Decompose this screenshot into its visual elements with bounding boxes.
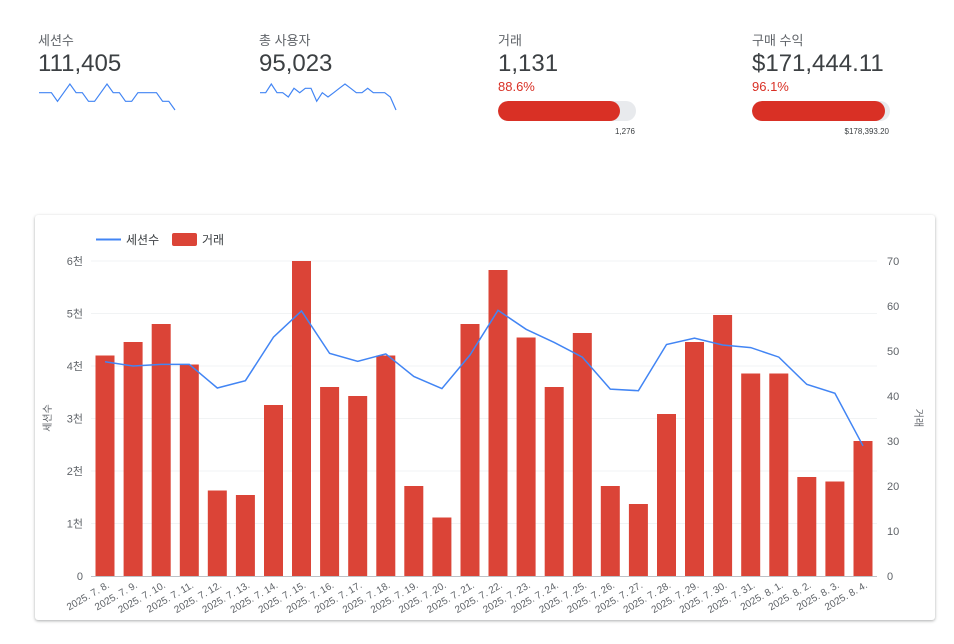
- transactions-target: 1,276: [614, 127, 635, 136]
- left-tick-label: 6천: [67, 254, 83, 268]
- transactions-bar[interactable]: [769, 373, 789, 577]
- chart-card: 세션수 거래 0 1천 2천 3천 4천 5천 6천 0 10 20 30 40 50 60 70 세션수…: [35, 215, 935, 620]
- transactions-bar[interactable]: [600, 486, 620, 576]
- kpi-sessions-label: 세션수: [38, 33, 74, 48]
- transactions-bar[interactable]: [235, 495, 255, 576]
- transactions-bar[interactable]: [292, 261, 311, 576]
- right-tick-label: 0: [887, 571, 893, 583]
- right-axis: 0 10 20 30 40 50 60 70: [887, 256, 899, 583]
- combo-chart[interactable]: 세션수 거래 0 1천 2천 3천 4천 5천 6천 0 10 20 30 40 50 60 70 세션수…: [35, 215, 935, 620]
- kpi-revenue[interactable]: 구매 수익 $171,444.11 96.1%: [752, 30, 952, 95]
- transactions-bar[interactable]: [741, 373, 761, 577]
- revenue-progress-fill: [752, 101, 885, 121]
- legend-label-sessions[interactable]: 세션수: [126, 233, 159, 247]
- right-tick-label: 50: [887, 346, 899, 358]
- transactions-bar[interactable]: [516, 337, 536, 577]
- transactions-bar[interactable]: [404, 486, 424, 576]
- right-axis-title: 거래: [912, 409, 924, 427]
- chart-legend[interactable]: 세션수 거래: [96, 233, 224, 247]
- transactions-bar[interactable]: [151, 324, 171, 576]
- kpi-total-users[interactable]: 총 사용자 95,023: [259, 30, 459, 78]
- transactions-bar[interactable]: [657, 414, 676, 576]
- left-tick-label: 1천: [67, 517, 83, 531]
- transactions-progress-fill: [498, 101, 621, 121]
- sessions-line: [104, 309, 864, 447]
- kpi-sessions[interactable]: 세션수 111,405: [38, 30, 238, 78]
- left-tick-label: 3천: [67, 412, 83, 426]
- left-tick-label: 2천: [67, 464, 83, 478]
- transactions-bar[interactable]: [348, 396, 368, 576]
- transactions-bars: [95, 261, 873, 577]
- transactions-bar[interactable]: [432, 517, 452, 577]
- left-axis-title: 세션수: [42, 404, 54, 432]
- transactions-bar[interactable]: [628, 504, 648, 576]
- revenue-progress-bar: [752, 101, 890, 121]
- transactions-bar[interactable]: [572, 333, 592, 576]
- revenue-target: $178,393.20: [844, 127, 890, 136]
- transactions-bar[interactable]: [713, 315, 733, 576]
- transactions-bar[interactable]: [95, 355, 115, 577]
- sessions-sparkline-path: [39, 82, 176, 111]
- kpi-transactions-label: 거래: [498, 33, 522, 48]
- transactions-bar[interactable]: [853, 441, 873, 576]
- total-users-sparkline-path: [260, 82, 397, 111]
- kpi-sessions-value: 111,405: [38, 50, 122, 77]
- kpi-revenue-value: $171,444.11: [752, 50, 884, 77]
- right-tick-label: 30: [887, 436, 899, 448]
- kpi-transactions-percent: 88.6%: [498, 79, 535, 94]
- transactions-bar[interactable]: [488, 270, 508, 576]
- transactions-progress-bar: [498, 101, 636, 121]
- right-tick-label: 70: [887, 256, 899, 268]
- kpi-revenue-percent: 96.1%: [752, 79, 789, 94]
- right-tick-label: 20: [887, 481, 899, 493]
- transactions-bar[interactable]: [123, 342, 143, 576]
- legend-bar-swatch: [172, 233, 197, 246]
- right-tick-label: 10: [887, 526, 899, 538]
- transactions-bar[interactable]: [825, 481, 845, 577]
- legend-label-transactions[interactable]: 거래: [202, 233, 224, 247]
- sessions-sparkline: [39, 82, 176, 111]
- x-axis-labels: 2025. 7. 8.2025. 7. 9.2025. 7. 10.2025. …: [65, 580, 869, 616]
- transactions-bar[interactable]: [179, 364, 199, 577]
- transactions-bar[interactable]: [264, 405, 283, 576]
- kpi-revenue-label: 구매 수익: [752, 33, 804, 48]
- transactions-bar[interactable]: [544, 387, 564, 576]
- left-tick-label: 0: [77, 571, 83, 583]
- transactions-bar[interactable]: [460, 324, 480, 576]
- right-tick-label: 40: [887, 391, 899, 403]
- left-tick-label: 5천: [67, 307, 83, 321]
- kpi-transactions[interactable]: 거래 1,131 88.6%: [498, 30, 698, 95]
- kpi-total-users-value: 95,023: [259, 50, 333, 77]
- transactions-bar[interactable]: [797, 477, 817, 576]
- left-tick-label: 4천: [67, 359, 83, 373]
- kpi-total-users-label: 총 사용자: [259, 33, 311, 48]
- total-users-sparkline: [260, 82, 397, 111]
- transactions-bar[interactable]: [376, 355, 396, 577]
- transactions-bar[interactable]: [207, 490, 227, 577]
- transactions-bar[interactable]: [320, 387, 340, 576]
- transactions-bar[interactable]: [685, 342, 704, 576]
- right-tick-label: 60: [887, 301, 899, 313]
- kpi-transactions-value: 1,131: [498, 50, 559, 77]
- left-axis: 0 1천 2천 3천 4천 5천 6천: [67, 254, 83, 583]
